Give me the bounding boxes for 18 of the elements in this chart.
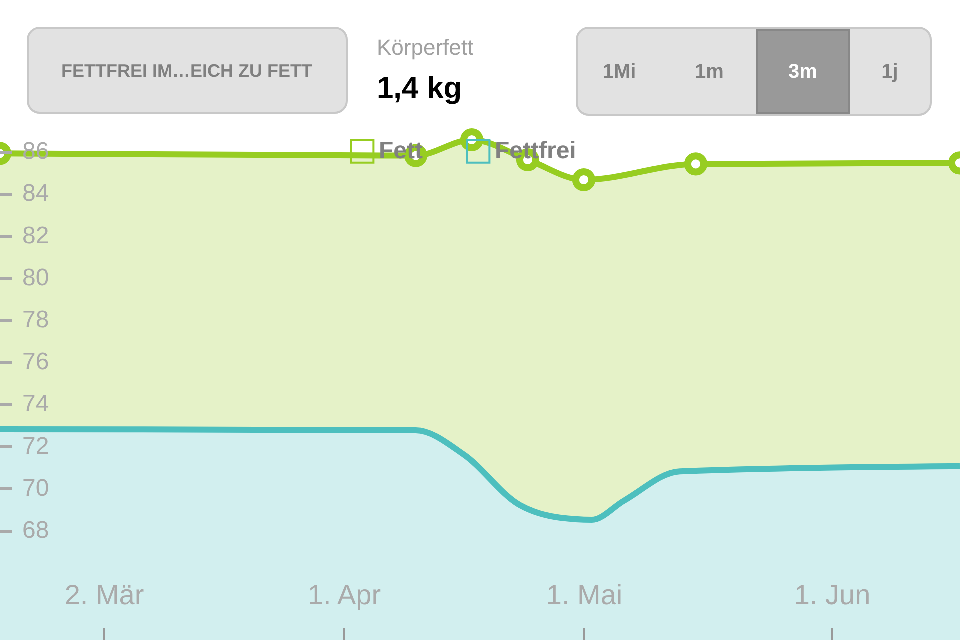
x-tick-label: 1. Jun (794, 580, 871, 610)
text: Körperfett (377, 35, 474, 60)
point (572, 168, 596, 192)
y-tick-label: 76 (22, 348, 50, 376)
text: 1,4 kg (377, 72, 462, 105)
y-tick-label: 86 (22, 138, 50, 166)
y-tick-label: 68 (22, 517, 50, 544)
y-tick-label: 72 (22, 432, 50, 460)
y-tick-label: 82 (22, 222, 50, 250)
y-tick-label: 74 (22, 390, 50, 418)
y-tick-label: 80 (22, 264, 50, 292)
x-tick-label: 1. Apr (308, 580, 382, 610)
x-tick-label: 2. Mär (64, 580, 144, 610)
y-tick-label: 84 (22, 180, 50, 208)
x-tick-label: 1. Mai (546, 580, 623, 610)
y-tick-label: 70 (22, 474, 50, 502)
y-tick-label: 78 (22, 306, 50, 334)
annotation: FETTFREI IM…EICH ZU FETT (62, 61, 312, 81)
